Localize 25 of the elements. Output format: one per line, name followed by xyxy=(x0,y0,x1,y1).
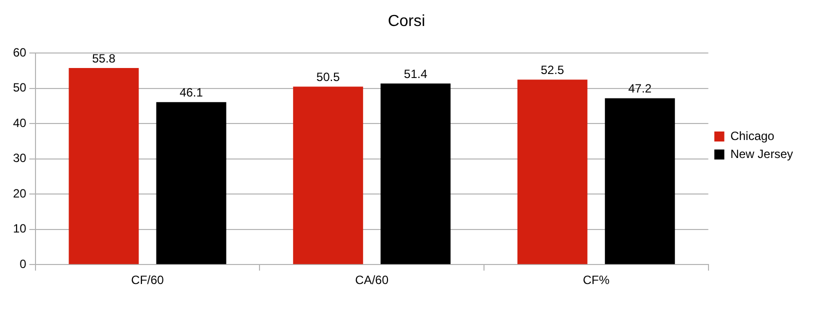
y-tick-label: 10 xyxy=(12,222,27,236)
bar xyxy=(380,84,451,264)
x-tick-label: CA/60 xyxy=(355,273,389,288)
y-tick-label: 60 xyxy=(12,46,27,60)
data-label: 55.8 xyxy=(92,51,116,66)
x-tick-label: CF/60 xyxy=(131,273,164,288)
bar xyxy=(517,80,588,264)
bar xyxy=(604,98,675,264)
x-tick-label: CF% xyxy=(582,273,610,288)
legend-label: New Jersey xyxy=(730,146,794,161)
data-label: 50.5 xyxy=(316,70,340,84)
bar xyxy=(293,86,364,264)
y-tick-label: 40 xyxy=(12,116,27,130)
y-tick-label: 30 xyxy=(12,151,27,166)
y-tick-label: 0 xyxy=(20,256,27,271)
y-tick-label: 50 xyxy=(12,80,27,95)
bar xyxy=(68,68,139,264)
legend-label: Chicago xyxy=(730,128,775,143)
data-label: 51.4 xyxy=(404,66,428,81)
data-label: 52.5 xyxy=(540,62,564,77)
y-tick-label: 20 xyxy=(12,186,27,200)
chart-title: Corsi xyxy=(388,13,426,30)
bar xyxy=(156,102,226,264)
data-label: 46.1 xyxy=(180,85,204,100)
data-label: 47.2 xyxy=(628,82,652,96)
